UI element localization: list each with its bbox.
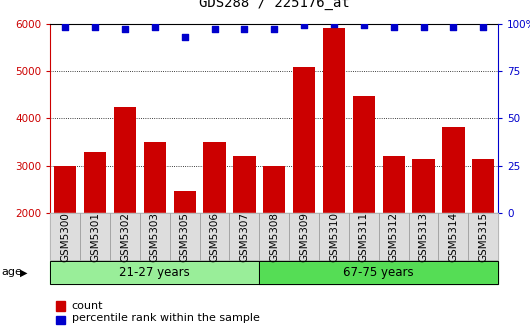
Point (479, 25, 488, 30)
Text: GSM5307: GSM5307 (240, 212, 250, 262)
Text: 21-27 years: 21-27 years (119, 266, 190, 279)
Text: GSM5310: GSM5310 (329, 212, 339, 262)
Text: GSM5305: GSM5305 (180, 212, 190, 262)
Text: ▶: ▶ (20, 267, 28, 278)
Point (121, 27, 129, 32)
Point (240, 27, 249, 32)
Bar (352, 96, 375, 213)
Text: GSM5312: GSM5312 (388, 212, 399, 262)
Text: count: count (72, 301, 103, 311)
Point (419, 25, 428, 30)
Text: percentile rank within the sample: percentile rank within the sample (72, 313, 259, 323)
Point (270, 27, 279, 32)
Text: GSM5308: GSM5308 (269, 212, 279, 262)
Bar (54, 166, 76, 213)
Text: 67-75 years: 67-75 years (343, 266, 414, 279)
Bar (412, 159, 435, 213)
Text: GSM5313: GSM5313 (419, 212, 429, 262)
Text: GSM5309: GSM5309 (299, 212, 309, 262)
Text: GSM5302: GSM5302 (120, 212, 130, 262)
Bar (233, 157, 255, 213)
Point (330, 21, 338, 26)
Bar (383, 157, 405, 213)
Point (180, 34, 189, 40)
Point (151, 25, 159, 30)
Text: GSM5314: GSM5314 (448, 212, 458, 262)
Bar (293, 67, 315, 213)
Text: GSM5315: GSM5315 (478, 212, 488, 262)
Point (91, 25, 100, 30)
Text: GDS288 / 225176_at: GDS288 / 225176_at (199, 0, 350, 10)
Bar (84, 152, 107, 213)
Text: age: age (2, 267, 22, 278)
Bar (263, 166, 286, 213)
Bar (173, 191, 196, 213)
Point (390, 25, 398, 30)
Point (61, 25, 69, 30)
Bar (204, 142, 226, 213)
Text: GSM5301: GSM5301 (90, 212, 100, 262)
Point (210, 27, 219, 32)
Point (360, 23, 368, 28)
Bar (472, 159, 494, 213)
Text: GSM5303: GSM5303 (150, 212, 160, 262)
Point (300, 23, 308, 28)
Text: GSM5311: GSM5311 (359, 212, 369, 262)
Text: GSM5306: GSM5306 (209, 212, 219, 262)
Bar (442, 127, 465, 213)
Bar (323, 28, 345, 213)
Bar (144, 142, 166, 213)
Bar (114, 107, 136, 213)
Text: GSM5300: GSM5300 (60, 212, 70, 262)
Point (449, 25, 457, 30)
